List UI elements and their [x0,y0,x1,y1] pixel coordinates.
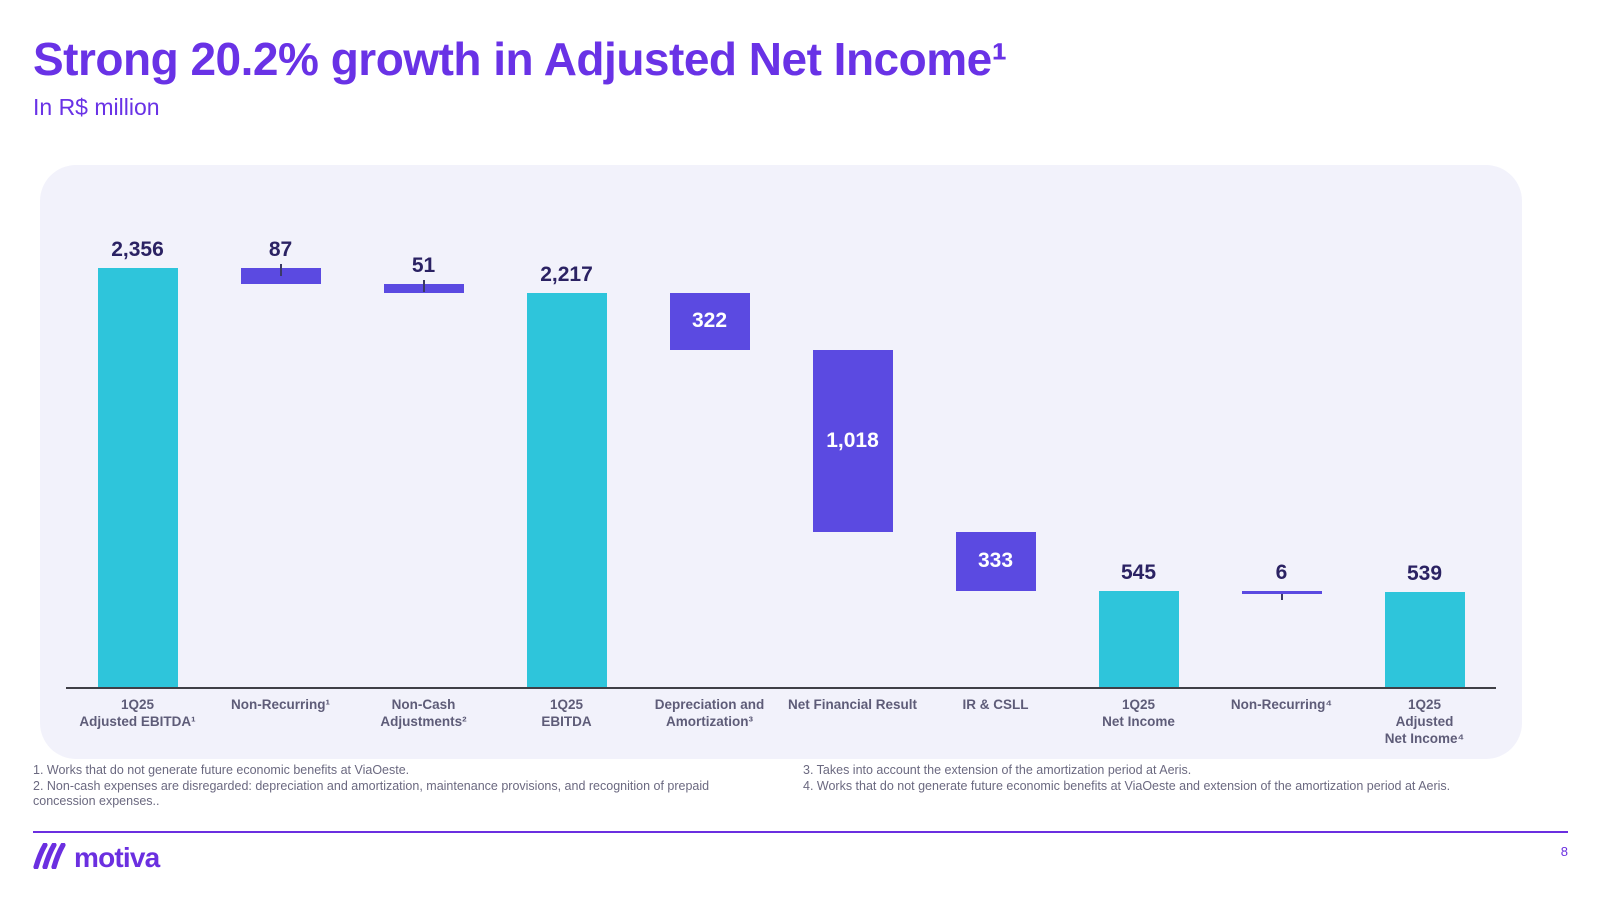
waterfall-bar-9 [1241,590,1322,594]
waterfall-column-1: 2,356 1Q25 Adjusted EBITDA¹ [66,165,209,759]
waterfall-bar-1 [97,268,178,688]
chart-panel: 2,356 1Q25 Adjusted EBITDA¹ 87 Non-Recurring… [40,165,1522,759]
x-axis-line [66,687,1496,689]
bar-tick [1280,593,1283,600]
x-axis-label: 1Q25 Adjusted EBITDA¹ [79,697,196,729]
bar-value-label: 2,217 [540,262,593,286]
bar-value-label: 539 [1406,561,1443,585]
page-number: 8 [1560,844,1568,859]
bar-value-label: 2,356 [111,238,164,261]
waterfall-bar-7: 333 [955,531,1036,592]
x-axis-label: 1Q25 Adjusted Net Income⁴ [1384,697,1465,746]
footnotes-right-column: 3. Takes into account the extension of t… [803,763,1473,810]
waterfall-column-5: 322 Depreciation and Amortization³ [638,165,781,759]
x-axis-label: Non-Recurring⁴ [1230,697,1333,712]
x-axis-label: Net Financial Result [787,697,918,712]
footnote-2: 2. Non-cash expenses are disregarded: de… [33,778,710,809]
footer: motiva 8 [33,838,1568,878]
slide-header: Strong 20.2% growth in Adjusted Net Inco… [33,34,1007,121]
bar-tick [422,279,425,292]
waterfall-column-9: 6 Non-Recurring⁴ [1210,165,1353,759]
footnote-3: 3. Takes into account the extension of t… [803,763,1192,777]
waterfall-column-3: 51 Non-Cash Adjustments² [352,165,495,759]
waterfall-column-2: 87 Non-Recurring¹ [209,165,352,759]
footnote-4: 4. Works that do not generate future eco… [803,778,1451,793]
waterfall-bar-5: 322 [669,292,750,351]
slide-subtitle: In R$ million [33,93,160,120]
bar-value-label: 545 [1120,560,1157,584]
motiva-logo-icon [33,841,67,874]
bar-value-label: 1,018 [826,428,879,452]
waterfall-chart: 2,356 1Q25 Adjusted EBITDA¹ 87 Non-Recurring… [66,165,1496,759]
waterfall-column-10: 539 1Q25 Adjusted Net Income⁴ [1353,165,1496,759]
waterfall-column-4: 2,217 1Q25 EBITDA [495,165,638,759]
bar-value-label: 333 [977,549,1014,573]
footnote-1: 1. Works that do not generate future eco… [33,763,410,777]
x-axis-label: Depreciation and Amortization³ [654,697,765,729]
bar-value-label: 87 [268,238,293,261]
motiva-logo-text: motiva [74,842,160,873]
bar-value-label: 322 [691,309,728,333]
x-axis-label: Non-Cash Adjustments² [380,697,467,729]
x-axis-label: 1Q25 EBITDA [541,697,592,729]
waterfall-bar-4 [526,292,607,688]
waterfall-bar-10 [1384,591,1465,688]
waterfall-column-7: 333 IR & CSLL [924,165,1067,759]
footer-divider [33,831,1568,833]
footnotes: 1. Works that do not generate future eco… [33,763,1563,810]
bar-value-label: 51 [411,253,436,277]
x-axis-label: IR & CSLL [962,697,1029,712]
motiva-logo: motiva [33,841,160,874]
x-axis-label: 1Q25 Net Income [1102,697,1175,729]
footnotes-left-column: 1. Works that do not generate future eco… [33,763,763,810]
page-title: Strong 20.2% growth in Adjusted Net Inco… [33,33,1007,85]
bar-value-label: 6 [1275,560,1288,584]
waterfall-bar-6: 1,018 [812,350,893,532]
bar-tick [279,264,282,276]
waterfall-bar-8 [1098,590,1179,688]
waterfall-column-8: 545 1Q25 Net Income [1067,165,1210,759]
x-axis-label: Non-Recurring¹ [231,697,330,712]
waterfall-column-6: 1,018 Net Financial Result [781,165,924,759]
